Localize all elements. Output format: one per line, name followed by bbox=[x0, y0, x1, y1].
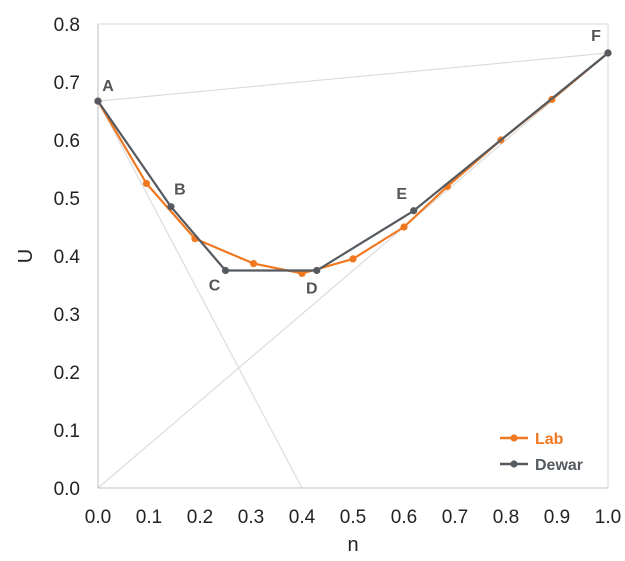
point-label-c: C bbox=[209, 278, 221, 295]
x-tick-label: 0.3 bbox=[238, 507, 264, 528]
x-tick-label: 0.1 bbox=[136, 507, 162, 528]
series-line-lab bbox=[97, 52, 609, 275]
point-label-f: F bbox=[591, 28, 601, 45]
legend-label-lab: Lab bbox=[535, 431, 564, 448]
y-tick-label: 0.5 bbox=[54, 189, 80, 210]
y-tick-label: 0.0 bbox=[54, 479, 80, 500]
legend-marker-lab bbox=[510, 434, 518, 442]
point-label-b: B bbox=[174, 182, 186, 199]
reference-line-0 bbox=[97, 52, 609, 102]
x-tick-label: 1.0 bbox=[595, 507, 621, 528]
data-point-lab bbox=[142, 179, 151, 188]
x-tick-label: 0.2 bbox=[187, 507, 213, 528]
series-line-dewar bbox=[97, 52, 609, 272]
data-point-dewar bbox=[604, 49, 612, 57]
x-tick-label: 0.4 bbox=[289, 507, 316, 528]
point-label-a: A bbox=[102, 78, 114, 95]
point-labels: A B C D E F bbox=[102, 28, 601, 298]
y-tick-label: 0.2 bbox=[54, 363, 80, 384]
legend-label-dewar: Dewar bbox=[535, 457, 583, 474]
y-tick-label: 0.8 bbox=[54, 15, 80, 36]
y-tick-label: 0.7 bbox=[54, 73, 80, 94]
point-label-e: E bbox=[396, 186, 407, 203]
reference-line-2 bbox=[97, 52, 609, 489]
x-tick-labels: 0.0 0.1 0.2 0.3 0.4 0.5 0.6 0.7 0.8 0.9 1.0 bbox=[85, 507, 621, 528]
series-group bbox=[94, 49, 612, 277]
x-tick-label: 0.7 bbox=[442, 507, 468, 528]
data-point-dewar bbox=[167, 203, 175, 211]
reference-lines bbox=[97, 52, 609, 489]
y-axis-title: U bbox=[15, 249, 37, 263]
x-tick-label: 0.6 bbox=[391, 507, 417, 528]
data-point-dewar bbox=[221, 266, 230, 275]
x-tick-label: 0.5 bbox=[340, 507, 366, 528]
data-point-lab bbox=[249, 259, 258, 268]
legend: Lab Dewar bbox=[500, 431, 583, 474]
x-tick-label: 0.9 bbox=[544, 507, 570, 528]
data-point-lab bbox=[400, 223, 408, 231]
data-point-dewar bbox=[313, 266, 321, 275]
y-tick-label: 0.1 bbox=[54, 421, 80, 442]
legend-marker-dewar bbox=[510, 460, 518, 468]
x-axis-title: n bbox=[347, 534, 358, 556]
y-tick-label: 0.4 bbox=[54, 247, 81, 268]
data-point-lab bbox=[349, 255, 357, 263]
data-point-dewar bbox=[94, 97, 102, 105]
reference-line-1 bbox=[97, 100, 303, 489]
x-tick-label: 0.0 bbox=[85, 507, 111, 528]
y-tick-label: 0.6 bbox=[54, 131, 80, 152]
data-point-dewar bbox=[410, 207, 418, 215]
y-tick-labels: 0.0 0.1 0.2 0.3 0.4 0.5 0.6 0.7 0.8 bbox=[54, 15, 81, 500]
x-tick-label: 0.8 bbox=[493, 507, 519, 528]
y-tick-label: 0.3 bbox=[54, 305, 80, 326]
point-label-d: D bbox=[306, 281, 318, 298]
